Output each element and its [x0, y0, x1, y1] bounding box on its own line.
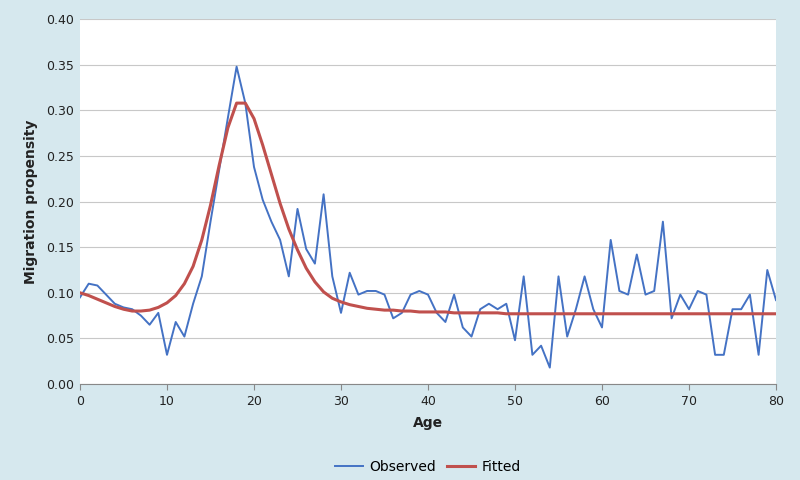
Fitted	[528, 311, 538, 317]
Legend: Observed, Fitted: Observed, Fitted	[329, 455, 527, 480]
Observed	[545, 365, 554, 371]
Fitted	[771, 311, 781, 317]
Observed	[75, 295, 85, 300]
Observed	[771, 297, 781, 303]
Fitted	[75, 290, 85, 296]
Fitted	[719, 311, 729, 317]
Fitted	[693, 311, 702, 317]
Observed	[519, 274, 529, 279]
Observed	[232, 64, 242, 70]
Fitted	[466, 310, 476, 316]
X-axis label: Age: Age	[413, 417, 443, 431]
Y-axis label: Migration propensity: Migration propensity	[24, 120, 38, 284]
Observed	[658, 219, 668, 225]
Observed	[719, 352, 729, 358]
Fitted	[232, 100, 242, 106]
Line: Fitted: Fitted	[80, 103, 776, 314]
Fitted	[502, 311, 511, 317]
Observed	[693, 288, 702, 294]
Observed	[466, 334, 476, 339]
Fitted	[658, 311, 668, 317]
Fitted	[606, 311, 615, 317]
Line: Observed: Observed	[80, 67, 776, 368]
Observed	[606, 237, 615, 243]
